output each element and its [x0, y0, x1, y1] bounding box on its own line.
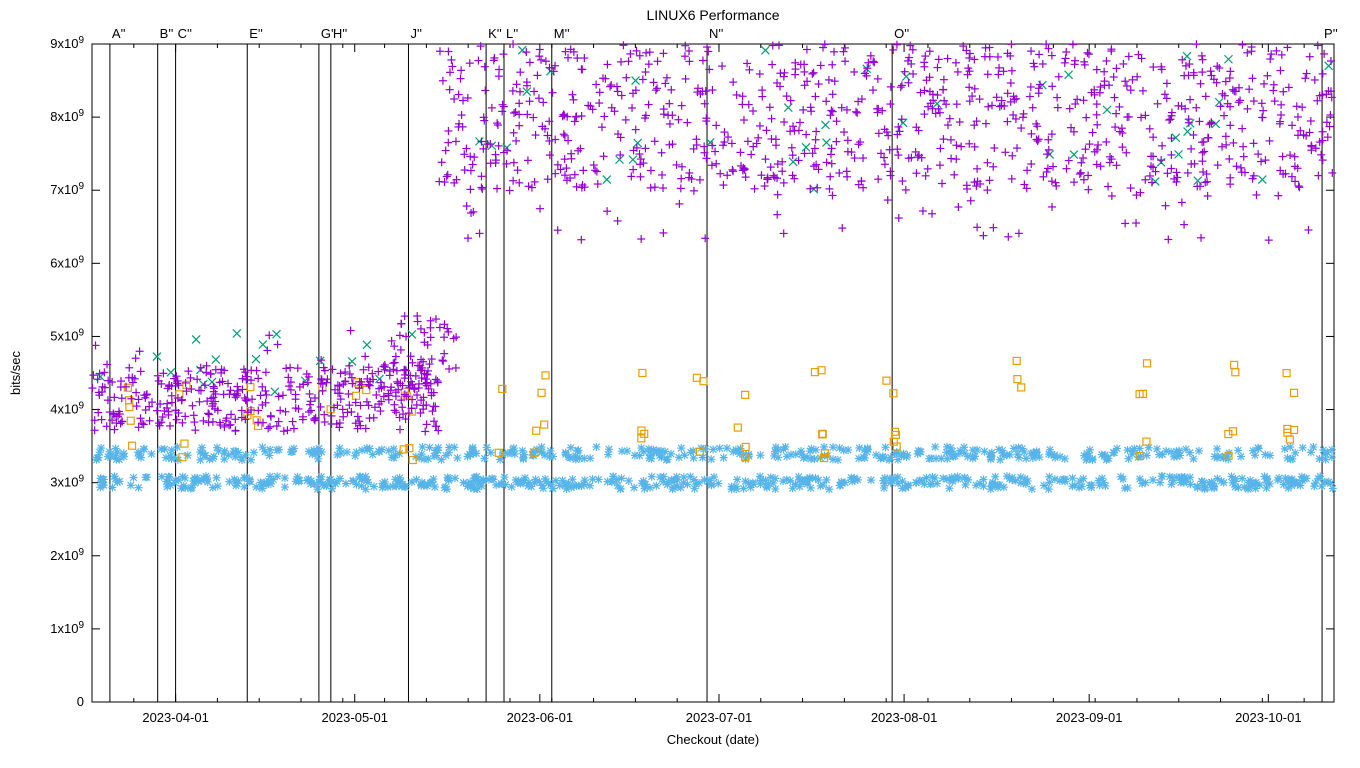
performance-chart: 0 1x109 2x109 3x109 4x109 5x109 6x109 7x…	[0, 0, 1360, 768]
series-star	[93, 443, 1337, 493]
marker-label: P''	[1324, 26, 1338, 41]
y-tick-label: 8x109	[50, 108, 84, 125]
y-tick-label: 2x109	[50, 546, 84, 563]
marker-label: L''	[506, 26, 518, 41]
y-tick-label: 6x109	[50, 254, 84, 271]
y-axis-label: bits/sec	[8, 350, 23, 395]
x-tick-label: 2023-05-01	[321, 710, 388, 725]
marker-label: E''	[249, 26, 263, 41]
x-tick-label: 2023-07-01	[686, 710, 753, 725]
y-tick-label: 1x109	[50, 619, 84, 636]
y-tick-label: 7x109	[50, 181, 84, 198]
x-axis-label: Checkout (date)	[667, 732, 760, 747]
y-tick-label: 3x109	[50, 473, 84, 490]
marker-label: B''	[160, 26, 174, 41]
marker-label: J''	[410, 26, 421, 41]
marker-label: O''	[894, 26, 909, 41]
y-tick-label: 4x109	[50, 400, 84, 417]
x-tick-label: 2023-08-01	[871, 710, 938, 725]
marker-label: A''	[112, 26, 126, 41]
marker-label: M''	[554, 26, 570, 41]
plot-area	[92, 44, 1334, 702]
x-tick-label: 2023-10-01	[1235, 710, 1302, 725]
y-tick-label: 0	[77, 694, 84, 709]
marker-label: N''	[709, 26, 723, 41]
marker-label: H''	[333, 26, 347, 41]
chart-title: LINUX6 Performance	[646, 7, 779, 23]
chart-container: 0 1x109 2x109 3x109 4x109 5x109 6x109 7x…	[0, 0, 1360, 768]
x-tick-label: 2023-04-01	[142, 710, 209, 725]
marker-label: K''	[488, 26, 502, 41]
x-tick-label: 2023-06-01	[507, 710, 574, 725]
series-x	[97, 46, 1333, 396]
series-plus	[88, 40, 1336, 435]
x-tick-label: 2023-09-01	[1056, 710, 1123, 725]
marker-label: C''	[178, 26, 192, 41]
y-tick-label: 5x109	[50, 327, 84, 344]
y-tick-label: 9x109	[50, 35, 84, 52]
